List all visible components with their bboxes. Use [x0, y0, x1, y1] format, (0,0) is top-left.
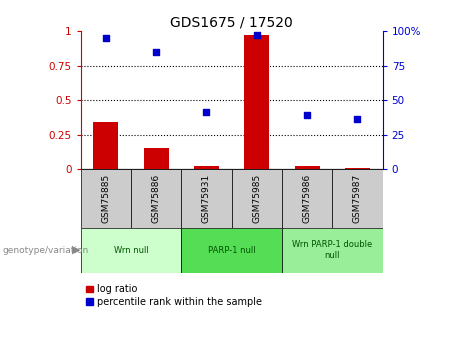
Bar [282, 169, 332, 228]
Bar [81, 169, 131, 228]
Text: GSM75886: GSM75886 [152, 174, 161, 223]
Text: GSM75987: GSM75987 [353, 174, 362, 223]
Bar [244, 35, 269, 169]
Bar [181, 228, 282, 273]
Bar [131, 169, 181, 228]
Point [253, 32, 260, 38]
Bar [81, 228, 181, 273]
Bar [231, 169, 282, 228]
Bar [295, 166, 320, 169]
Bar [345, 168, 370, 169]
Text: Wrn PARP-1 double
null: Wrn PARP-1 double null [292, 240, 372, 260]
Point [153, 49, 160, 55]
Bar [143, 148, 169, 169]
Point [102, 35, 110, 41]
Bar [93, 122, 118, 169]
Legend: log ratio, percentile rank within the sample: log ratio, percentile rank within the sa… [86, 284, 262, 307]
Title: GDS1675 / 17520: GDS1675 / 17520 [170, 16, 293, 30]
Text: genotype/variation: genotype/variation [2, 246, 89, 255]
Text: GSM75931: GSM75931 [202, 174, 211, 223]
Text: GSM75885: GSM75885 [101, 174, 110, 223]
Text: Wrn null: Wrn null [113, 246, 148, 255]
Bar [332, 169, 383, 228]
Bar [282, 228, 383, 273]
Text: PARP-1 null: PARP-1 null [208, 246, 255, 255]
Point [354, 117, 361, 122]
Bar [194, 166, 219, 169]
Bar [181, 169, 231, 228]
Point [303, 112, 311, 118]
Point [203, 110, 210, 115]
Text: GSM75985: GSM75985 [252, 174, 261, 223]
Text: GSM75986: GSM75986 [302, 174, 312, 223]
Text: ▶: ▶ [72, 245, 81, 255]
